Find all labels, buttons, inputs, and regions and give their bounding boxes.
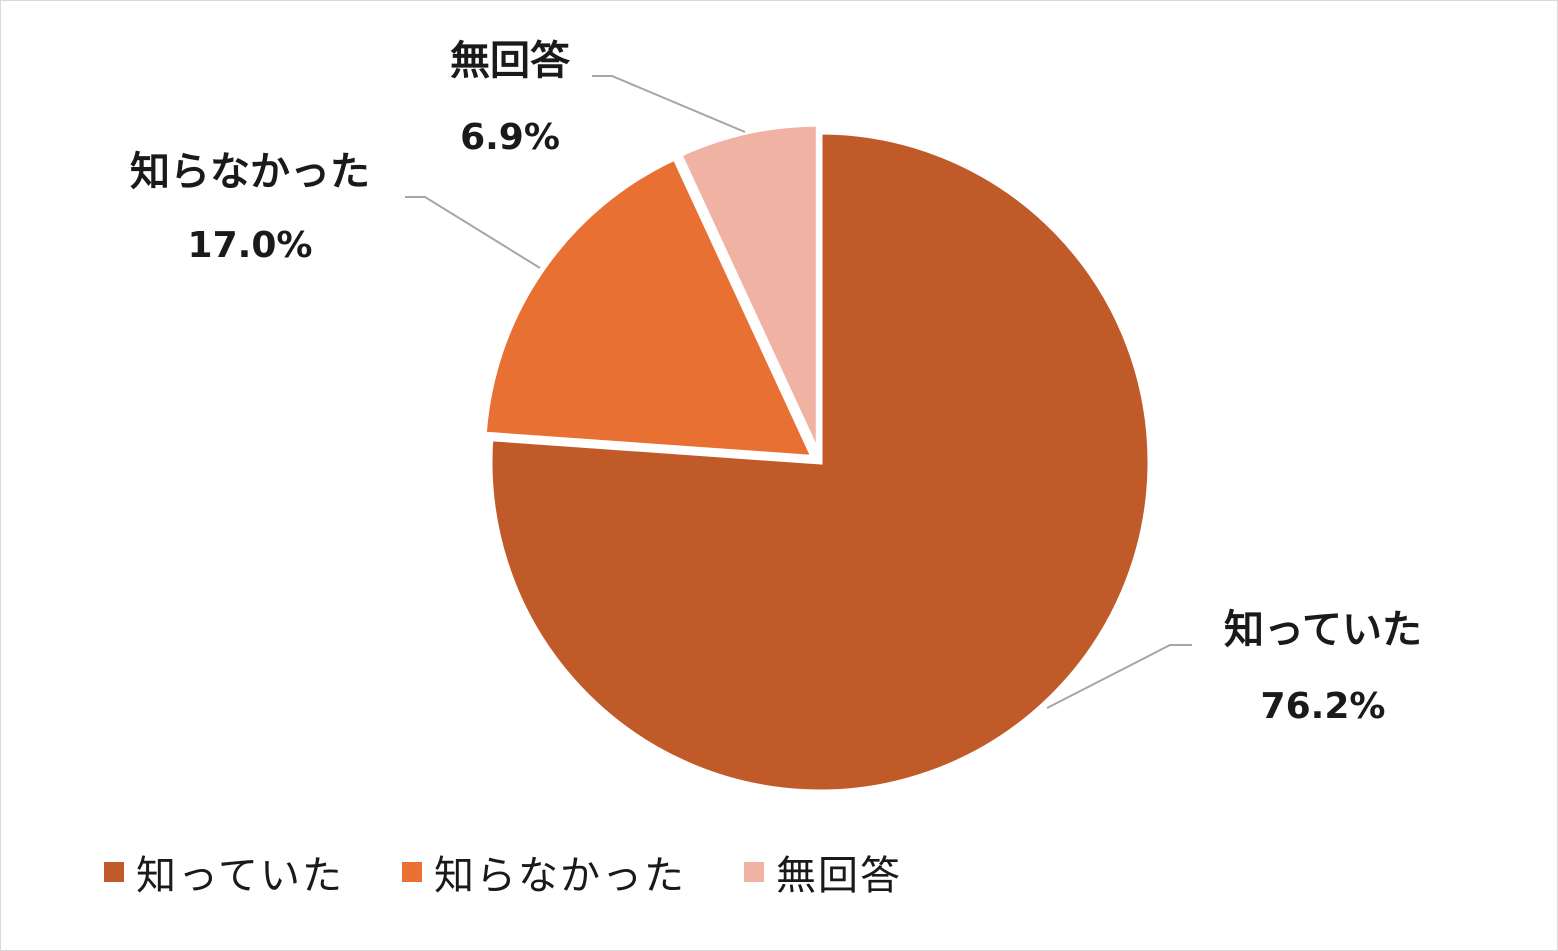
legend-swatch-no-answer — [744, 862, 764, 882]
data-label-value-no-answer: 6.9% — [460, 117, 560, 158]
leader-lines — [405, 75, 1192, 709]
data-label-value-knew: 76.2% — [1261, 686, 1386, 727]
legend-swatch-knew — [104, 862, 124, 882]
leader-line-no-answer — [592, 75, 746, 133]
legend-item-no-answer: 無回答 — [744, 843, 902, 901]
legend: 知っていた 知らなかった 無回答 — [104, 843, 960, 901]
legend-label-did-not-know: 知らなかった — [434, 853, 686, 899]
data-label-name-knew: 知っていた — [1224, 607, 1422, 653]
data-labels: 知っていた 76.2% 知らなかった 17.0% 無回答 6.9% — [130, 38, 1422, 727]
leader-line-did-not-know — [405, 196, 541, 269]
pie-slice-no-answer — [676, 121, 821, 456]
pie-slice-knew — [487, 129, 1153, 795]
leader-line-knew — [1046, 644, 1192, 709]
data-label-name-no-answer: 無回答 — [450, 38, 571, 84]
legend-label-knew: 知っていた — [136, 853, 344, 899]
legend-swatch-did-not-know — [402, 862, 422, 882]
pie-slices — [481, 121, 1153, 795]
data-label-name-did-not-know: 知らなかった — [130, 149, 370, 195]
legend-label-no-answer: 無回答 — [776, 853, 902, 899]
data-label-value-did-not-know: 17.0% — [188, 225, 313, 266]
pie-slice-did-not-know — [481, 154, 818, 461]
legend-item-did-not-know: 知らなかった — [402, 843, 686, 901]
legend-item-knew: 知っていた — [104, 843, 344, 901]
